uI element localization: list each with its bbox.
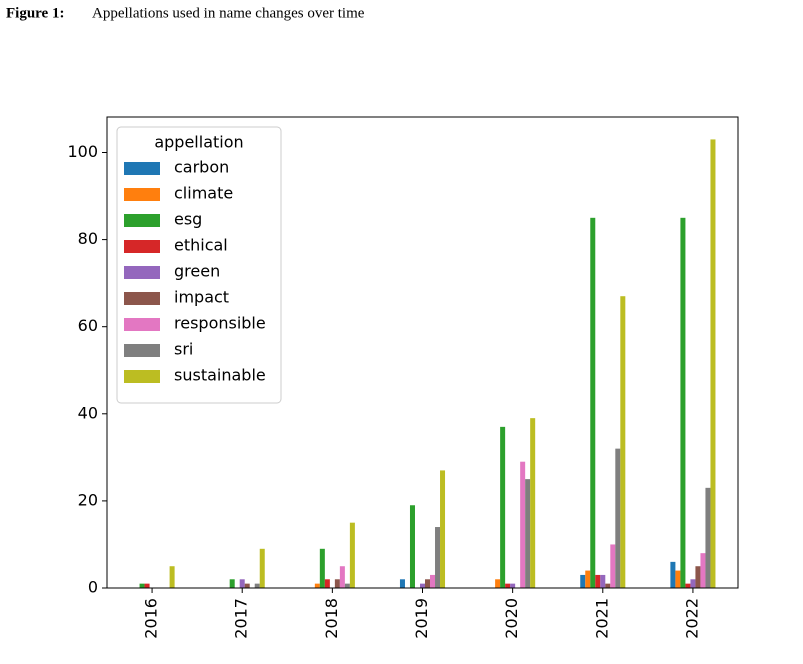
bar bbox=[324, 579, 330, 588]
legend-label: climate bbox=[174, 184, 233, 203]
legend-label: carbon bbox=[174, 158, 229, 177]
bar bbox=[600, 574, 606, 588]
bar bbox=[585, 570, 591, 588]
bar bbox=[314, 583, 320, 588]
bar bbox=[615, 448, 621, 588]
legend-label: esg bbox=[174, 210, 202, 229]
bar bbox=[349, 522, 355, 588]
bar bbox=[710, 139, 716, 588]
bar bbox=[144, 583, 150, 588]
x-tick-label: 2020 bbox=[502, 598, 521, 639]
y-tick-label: 0 bbox=[88, 578, 98, 597]
bar bbox=[675, 570, 681, 588]
legend-label: green bbox=[174, 262, 220, 281]
x-tick-label: 2021 bbox=[592, 598, 611, 639]
bar bbox=[169, 566, 175, 588]
bar bbox=[244, 583, 250, 588]
bar bbox=[510, 583, 516, 588]
legend-label: ethical bbox=[174, 236, 228, 255]
x-tick-label: 2016 bbox=[142, 598, 161, 639]
bar bbox=[670, 561, 676, 588]
figure-label: Figure 1: bbox=[6, 5, 64, 21]
bar bbox=[520, 461, 526, 588]
legend-swatch bbox=[124, 344, 160, 357]
y-tick-label: 100 bbox=[67, 142, 98, 161]
legend-swatch bbox=[124, 318, 160, 331]
legend-label: sustainable bbox=[174, 366, 266, 385]
legend-swatch bbox=[124, 214, 160, 227]
legend-swatch bbox=[124, 162, 160, 175]
bar bbox=[239, 579, 245, 588]
legend-title: appellation bbox=[154, 133, 243, 152]
y-tick-label: 40 bbox=[78, 403, 98, 422]
bar bbox=[525, 479, 531, 588]
bar bbox=[425, 579, 431, 588]
bar bbox=[139, 583, 145, 588]
x-tick-label: 2019 bbox=[412, 598, 431, 639]
bar bbox=[495, 579, 501, 588]
bar bbox=[620, 296, 626, 588]
bar bbox=[605, 583, 611, 588]
bar bbox=[419, 583, 426, 588]
x-tick-label: 2017 bbox=[232, 598, 251, 639]
y-tick-label: 80 bbox=[78, 229, 98, 248]
bar bbox=[610, 544, 616, 588]
bar bbox=[505, 583, 511, 588]
bar bbox=[690, 579, 696, 588]
legend-label: responsible bbox=[174, 314, 266, 333]
legend-swatch bbox=[124, 240, 160, 253]
bar bbox=[254, 583, 260, 588]
bar bbox=[680, 217, 686, 588]
bar bbox=[595, 574, 601, 588]
bar bbox=[399, 579, 405, 588]
bar bbox=[430, 574, 436, 588]
bar bbox=[229, 579, 235, 588]
bar bbox=[334, 579, 340, 588]
legend-swatch bbox=[124, 292, 160, 305]
bar bbox=[705, 487, 711, 588]
bar bbox=[339, 566, 345, 588]
legend-label: impact bbox=[174, 288, 229, 307]
x-tick-label: 2022 bbox=[682, 598, 701, 639]
y-tick-label: 20 bbox=[78, 490, 98, 509]
bar bbox=[685, 583, 691, 588]
bar bbox=[259, 548, 265, 588]
legend-label: sri bbox=[174, 340, 193, 359]
bar bbox=[409, 505, 415, 588]
legend-swatch bbox=[124, 266, 160, 279]
plot-frame bbox=[106, 116, 739, 589]
bar bbox=[590, 217, 596, 588]
bar bbox=[700, 553, 706, 588]
bar bbox=[344, 583, 350, 588]
y-tick-label: 60 bbox=[78, 316, 98, 335]
bar bbox=[440, 470, 446, 588]
bar bbox=[695, 566, 701, 588]
bar bbox=[580, 574, 586, 588]
bar bbox=[500, 426, 506, 588]
bar bbox=[319, 548, 325, 588]
legend-swatch bbox=[124, 188, 160, 201]
bar bbox=[435, 527, 441, 588]
bar bbox=[530, 418, 536, 588]
chart-title: Appellations used in name changes over t… bbox=[92, 5, 365, 21]
x-tick-label: 2018 bbox=[322, 598, 341, 639]
legend-swatch bbox=[124, 370, 160, 383]
